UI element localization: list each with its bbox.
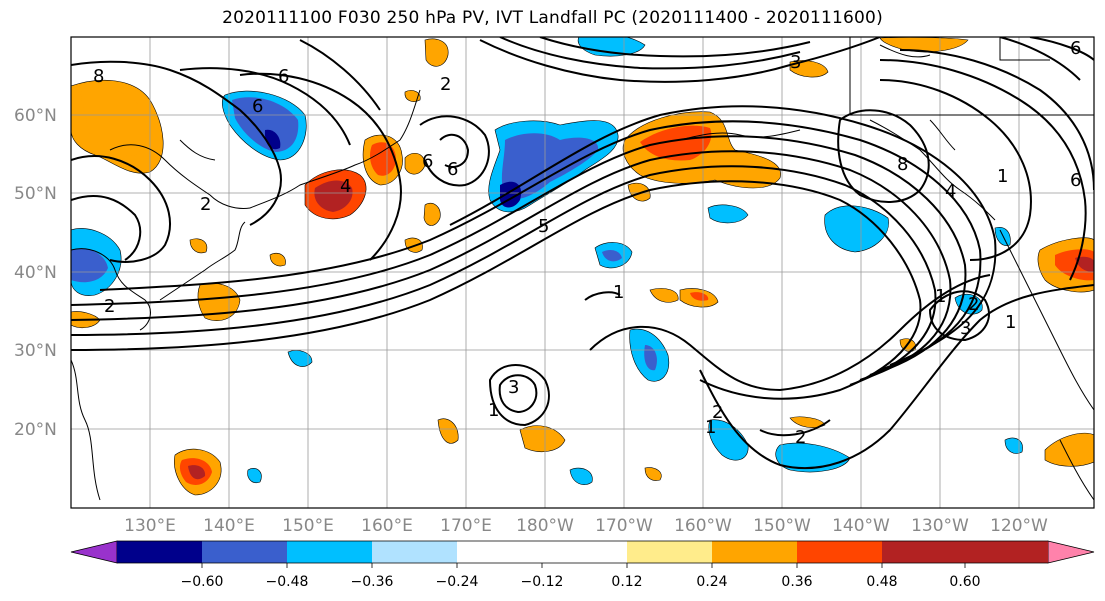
colorbar-tick-label: −0.24 <box>436 574 479 590</box>
longitude-labels: 130°E 140°E 150°E 160°E 170°E 180°W 170°… <box>124 516 1048 536</box>
lon-label: 130°E <box>124 516 176 536</box>
contour-label: 2 <box>104 296 115 317</box>
lon-label: 150°W <box>753 516 811 536</box>
colorbar-segment <box>542 541 627 563</box>
pv-contours <box>71 37 1094 469</box>
contour-label: 2 <box>712 402 723 423</box>
colorbar-tick-label: 0.60 <box>949 574 980 590</box>
contour-label: 6 <box>1070 38 1081 59</box>
colorbar-segment <box>965 541 1048 563</box>
colorbar: −0.60 −0.48 −0.36 −0.24 −0.12 0.12 0.24 … <box>70 540 1095 590</box>
colorbar-segment <box>287 541 372 563</box>
contour-label: 3 <box>790 52 801 73</box>
colorbar-extend-low <box>70 540 118 564</box>
lon-label: 180°W <box>516 516 574 536</box>
contour-label: 6 <box>252 96 263 117</box>
contour-label: 2 <box>968 294 979 315</box>
contour-label: 2 <box>200 194 211 215</box>
colorbar-tick-label: −0.60 <box>181 574 224 590</box>
contour-label: 6 <box>447 159 458 180</box>
contour-label: 8 <box>897 154 908 175</box>
contour-label: 6 <box>278 66 289 87</box>
colorbar-tick-label: 0.36 <box>781 574 812 590</box>
colorbar-tick-label: 0.24 <box>696 574 727 590</box>
lon-label: 120°W <box>990 516 1048 536</box>
contour-label: 1 <box>1005 312 1016 333</box>
lon-label: 150°E <box>282 516 334 536</box>
plot-frame <box>70 36 1095 509</box>
lat-label: 20°N <box>14 420 57 440</box>
colorbar-segment <box>712 541 797 563</box>
colorbar-segment <box>202 541 287 563</box>
lat-label: 60°N <box>14 106 57 126</box>
map-title: 2020111100 F030 250 hPa PV, IVT Landfall… <box>222 8 883 28</box>
colorbar-tick-label: 0.12 <box>611 574 642 590</box>
colorbar-segment <box>627 541 712 563</box>
contour-label: 3 <box>960 318 971 339</box>
contour-label: 2 <box>795 427 806 448</box>
colorbar-tick-label: −0.12 <box>521 574 564 590</box>
colorbar-segment <box>797 541 882 563</box>
lat-label: 50°N <box>14 184 57 204</box>
contour-label: 8 <box>93 66 104 87</box>
latitude-labels: 60°N 50°N 40°N 30°N 20°N <box>14 106 57 440</box>
contour-label: 1 <box>997 166 1008 187</box>
contour-label: 4 <box>945 181 956 202</box>
lon-label: 140°W <box>832 516 890 536</box>
colorbar-tick-label: −0.36 <box>351 574 394 590</box>
colorbar-segment <box>457 541 542 563</box>
contour-label: 1 <box>935 286 946 307</box>
lon-label: 140°E <box>203 516 255 536</box>
contour-label: 2 <box>440 74 451 95</box>
ivt-shading <box>71 37 1094 496</box>
lon-label: 160°W <box>674 516 732 536</box>
lat-label: 40°N <box>14 263 57 283</box>
contour-label: 1 <box>705 417 716 438</box>
contour-label: 4 <box>340 176 351 197</box>
lon-label: 170°E <box>440 516 492 536</box>
contour-label: 3 <box>508 377 519 398</box>
contour-label: 1 <box>613 282 624 303</box>
lat-label: 30°N <box>14 341 57 361</box>
lon-label: 130°W <box>911 516 969 536</box>
colorbar-segment <box>372 541 457 563</box>
lon-label: 170°W <box>595 516 653 536</box>
colorbar-tick-label: −0.48 <box>266 574 309 590</box>
colorbar-segment <box>882 541 965 563</box>
pv-contour-labels: 6 6 2 8 4 2 6 6 5 1 3 1 6 8 4 1 6 3 2 2 … <box>93 38 1081 448</box>
colorbar-tick-label: 0.48 <box>866 574 897 590</box>
contour-label: 5 <box>538 216 549 237</box>
lon-label: 160°E <box>361 516 413 536</box>
contour-label: 6 <box>1070 170 1081 191</box>
colorbar-segment <box>117 541 202 563</box>
contour-label: 1 <box>488 400 499 421</box>
colorbar-extend-high <box>1047 540 1095 564</box>
contour-label: 6 <box>422 151 433 172</box>
